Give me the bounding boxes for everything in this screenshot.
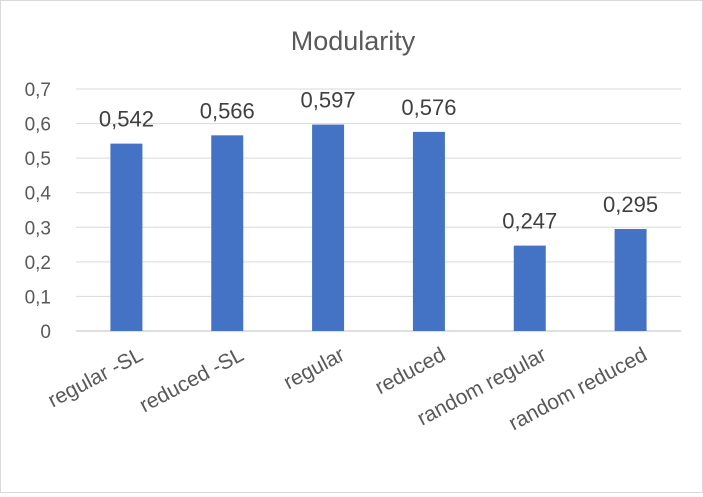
bar (211, 135, 244, 331)
bar (412, 131, 445, 331)
bar (513, 245, 546, 331)
bar (312, 124, 345, 331)
data-label: 0,542 (99, 107, 154, 132)
gridlines (76, 88, 681, 332)
data-label: 0,576 (401, 95, 456, 120)
bars (110, 124, 647, 331)
y-tick-label: 0,7 (25, 80, 51, 101)
y-tick-label: 0 (40, 322, 51, 343)
data-label: 0,597 (301, 88, 356, 113)
y-tick-label: 0,3 (25, 218, 51, 239)
data-label: 0,566 (200, 98, 255, 123)
bar (614, 229, 647, 331)
category-label: reduced -SL (136, 343, 248, 417)
data-labels: 0,542 0,566 0,597 0,576 0,247 0,295 (99, 88, 658, 234)
y-tick-label: 0,2 (25, 253, 51, 274)
data-label: 0,247 (502, 209, 557, 234)
bar (110, 143, 143, 331)
y-tick-label: 0,5 (25, 149, 51, 170)
y-tick-label: 0,1 (25, 287, 51, 308)
y-axis-ticks: 0 0,1 0,2 0,3 0,4 0,5 0,6 0,7 (25, 80, 52, 343)
y-tick-label: 0,4 (25, 184, 52, 205)
chart-title: Modularity (291, 26, 416, 56)
category-label: regular (280, 343, 349, 394)
category-label: regular -SL (44, 343, 147, 412)
category-label: reduced (371, 343, 449, 399)
y-tick-label: 0,6 (25, 115, 51, 136)
data-label: 0,295 (603, 192, 658, 217)
